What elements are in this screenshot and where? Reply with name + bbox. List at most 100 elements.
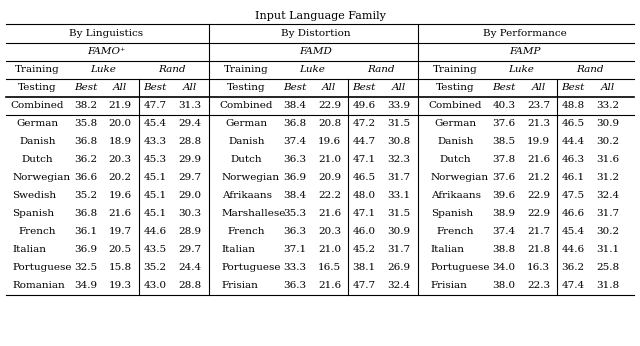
Text: Norwegian: Norwegian — [13, 173, 71, 182]
Text: 32.4: 32.4 — [596, 191, 619, 200]
Text: 20.0: 20.0 — [109, 119, 132, 128]
Text: Norwegian: Norwegian — [221, 173, 280, 182]
Text: 22.3: 22.3 — [527, 281, 550, 290]
Text: 36.8: 36.8 — [74, 137, 97, 146]
Text: All: All — [531, 83, 545, 92]
Text: 36.1: 36.1 — [74, 227, 97, 236]
Text: 21.2: 21.2 — [527, 173, 550, 182]
Text: 20.3: 20.3 — [318, 227, 341, 236]
Text: 36.8: 36.8 — [74, 209, 97, 218]
Text: 21.7: 21.7 — [527, 227, 550, 236]
Text: 21.6: 21.6 — [527, 155, 550, 164]
Text: Best: Best — [284, 83, 307, 92]
Text: 44.6: 44.6 — [143, 227, 166, 236]
Text: 38.5: 38.5 — [492, 137, 515, 146]
Text: Afrikaans: Afrikaans — [221, 191, 271, 200]
Text: All: All — [392, 83, 406, 92]
Text: Danish: Danish — [228, 137, 265, 146]
Text: 22.9: 22.9 — [527, 191, 550, 200]
Text: 31.5: 31.5 — [387, 119, 410, 128]
Text: Norwegian: Norwegian — [431, 173, 489, 182]
Text: 32.5: 32.5 — [74, 263, 97, 272]
Text: 33.1: 33.1 — [387, 191, 410, 200]
Text: 35.3: 35.3 — [284, 209, 307, 218]
Text: French: French — [228, 227, 265, 236]
Text: Best: Best — [492, 83, 515, 92]
Text: 47.7: 47.7 — [353, 281, 376, 290]
Text: 22.2: 22.2 — [318, 191, 341, 200]
Text: 38.0: 38.0 — [492, 281, 515, 290]
Text: 21.0: 21.0 — [318, 245, 341, 254]
Text: All: All — [113, 83, 127, 92]
Text: 16.5: 16.5 — [318, 263, 341, 272]
Text: 19.3: 19.3 — [109, 281, 132, 290]
Text: Luke: Luke — [90, 65, 116, 74]
Text: 37.6: 37.6 — [492, 173, 515, 182]
Text: 28.8: 28.8 — [178, 281, 201, 290]
Text: 21.9: 21.9 — [109, 101, 132, 110]
Text: 36.9: 36.9 — [284, 173, 307, 182]
Text: 47.5: 47.5 — [561, 191, 584, 200]
Text: 46.3: 46.3 — [561, 155, 584, 164]
Text: 38.8: 38.8 — [492, 245, 515, 254]
Text: Combined: Combined — [429, 101, 483, 110]
Text: 40.3: 40.3 — [492, 101, 515, 110]
Text: Frisian: Frisian — [431, 281, 468, 290]
Text: 16.3: 16.3 — [527, 263, 550, 272]
Text: By Linguistics: By Linguistics — [70, 29, 143, 38]
Text: 31.3: 31.3 — [178, 101, 201, 110]
Text: 19.7: 19.7 — [109, 227, 132, 236]
Text: 29.4: 29.4 — [178, 119, 201, 128]
Text: 35.2: 35.2 — [143, 263, 166, 272]
Text: 48.8: 48.8 — [561, 101, 584, 110]
Text: 22.9: 22.9 — [527, 209, 550, 218]
Text: 38.9: 38.9 — [492, 209, 515, 218]
Text: 38.1: 38.1 — [353, 263, 376, 272]
Text: 32.3: 32.3 — [387, 155, 410, 164]
Text: 31.7: 31.7 — [387, 245, 410, 254]
Text: Italian: Italian — [431, 245, 465, 254]
Text: 45.1: 45.1 — [143, 191, 166, 200]
Text: FAMD: FAMD — [299, 47, 332, 56]
Text: 33.2: 33.2 — [596, 101, 619, 110]
Text: 21.6: 21.6 — [318, 281, 341, 290]
Text: French: French — [19, 227, 56, 236]
Text: 30.3: 30.3 — [178, 209, 201, 218]
Text: 44.4: 44.4 — [561, 137, 584, 146]
Text: By Performance: By Performance — [483, 29, 566, 38]
Text: 28.8: 28.8 — [178, 137, 201, 146]
Text: 29.7: 29.7 — [178, 245, 201, 254]
Text: 43.0: 43.0 — [143, 281, 166, 290]
Text: Combined: Combined — [220, 101, 273, 110]
Text: 46.1: 46.1 — [561, 173, 584, 182]
Text: Danish: Danish — [19, 137, 56, 146]
Text: 19.9: 19.9 — [527, 137, 550, 146]
Text: Best: Best — [561, 83, 584, 92]
Text: Danish: Danish — [437, 137, 474, 146]
Text: 36.8: 36.8 — [284, 119, 307, 128]
Text: 25.8: 25.8 — [596, 263, 619, 272]
Text: 36.3: 36.3 — [284, 227, 307, 236]
Text: Best: Best — [74, 83, 97, 92]
Text: 20.3: 20.3 — [109, 155, 132, 164]
Text: Rand: Rand — [159, 65, 186, 74]
Text: Swedish: Swedish — [13, 191, 57, 200]
Text: German: German — [225, 119, 268, 128]
Text: 21.0: 21.0 — [318, 155, 341, 164]
Text: 36.3: 36.3 — [284, 155, 307, 164]
Text: Portuguese: Portuguese — [431, 263, 490, 272]
Text: 45.4: 45.4 — [143, 119, 166, 128]
Text: 30.2: 30.2 — [596, 137, 619, 146]
Text: 39.6: 39.6 — [492, 191, 515, 200]
Text: 31.6: 31.6 — [596, 155, 619, 164]
Text: 20.2: 20.2 — [109, 173, 132, 182]
Text: Spanish: Spanish — [431, 209, 473, 218]
Text: Luke: Luke — [508, 65, 534, 74]
Text: 47.2: 47.2 — [353, 119, 376, 128]
Text: 37.4: 37.4 — [284, 137, 307, 146]
Text: 34.0: 34.0 — [492, 263, 515, 272]
Text: Italian: Italian — [221, 245, 255, 254]
Text: Dutch: Dutch — [230, 155, 262, 164]
Text: Spanish: Spanish — [13, 209, 55, 218]
Text: 31.7: 31.7 — [596, 209, 619, 218]
